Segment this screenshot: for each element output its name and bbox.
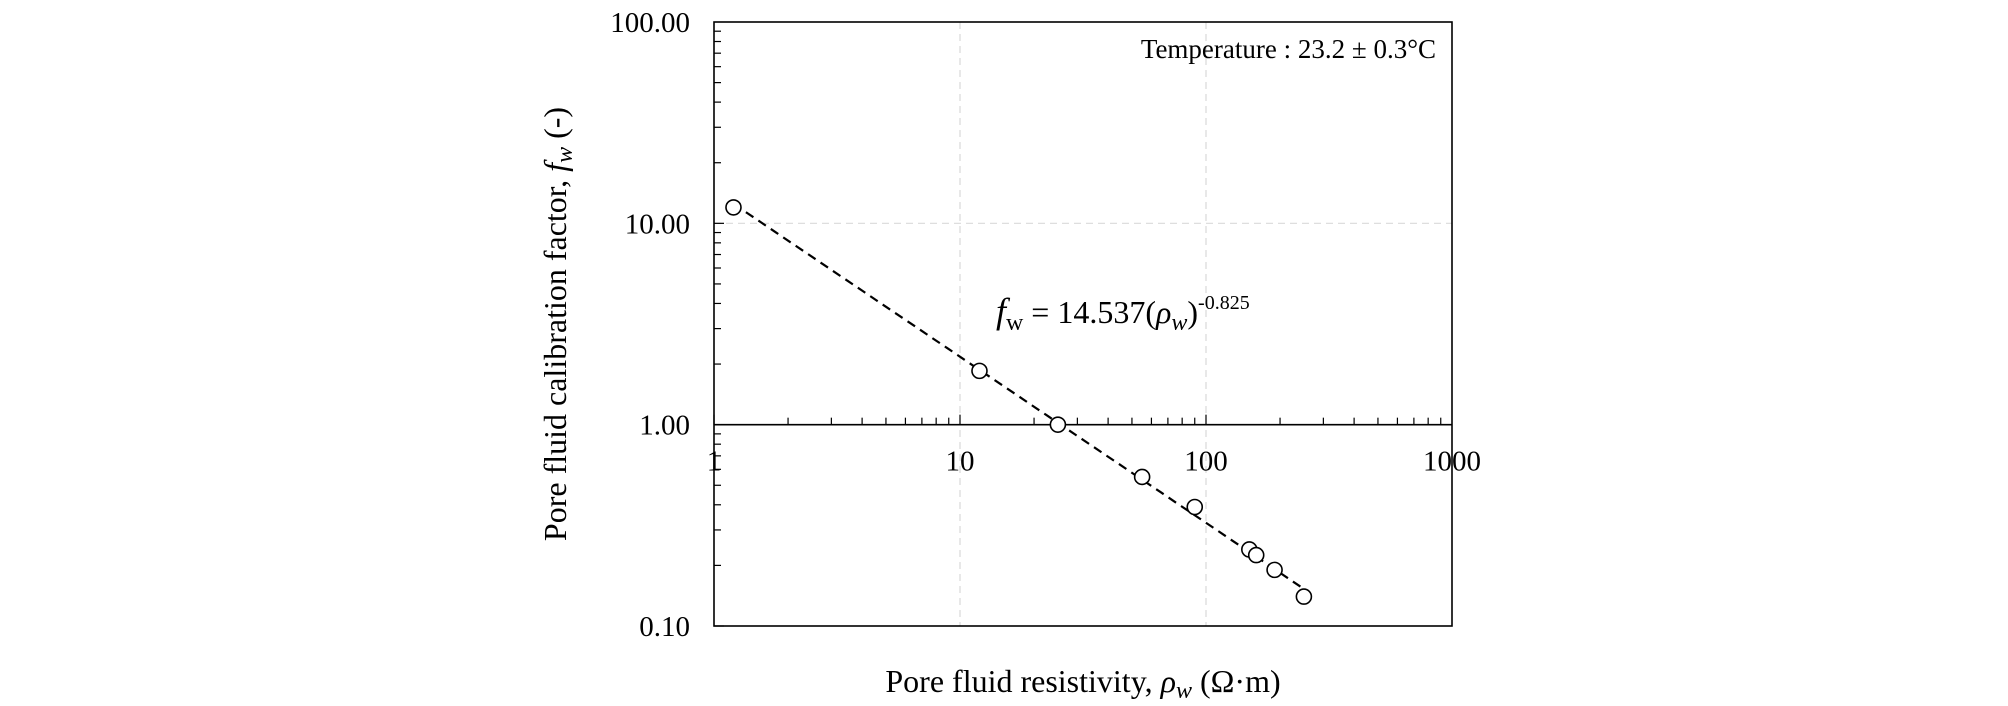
equation-rho-subscript: w	[1171, 310, 1187, 336]
y-tick-label: 100.00	[610, 7, 690, 39]
data-point	[1247, 546, 1265, 564]
y-axis-title-prefix: Pore fluid calibration factor,	[537, 172, 573, 541]
equation-lhs-subscript: w	[1006, 310, 1024, 336]
equation-rho-symbol: ρ	[1155, 294, 1171, 330]
y-axis-title: Pore fluid calibration factor, fw (-)	[537, 107, 578, 541]
x-tick-label: 1	[707, 446, 722, 478]
x-tick-label: 1000	[1423, 446, 1481, 478]
equation-exponent: -0.825	[1198, 292, 1250, 314]
equation-equals: = 14.537(	[1023, 294, 1156, 330]
data-point	[725, 199, 742, 216]
y-tick-label: 0.10	[639, 611, 690, 643]
fit-equation: fw = 14.537(ρw)-0.825	[996, 291, 1250, 336]
plot-frame	[713, 21, 1453, 627]
y-axis-title-units: (-)	[537, 107, 573, 147]
x-axis-title-units: (Ω·m)	[1192, 663, 1281, 699]
y-tick-label: 1.00	[639, 410, 690, 442]
data-point	[971, 362, 988, 380]
x-tick-labels: 1 10 100 1000	[707, 446, 1481, 478]
equation-close: )	[1187, 294, 1198, 330]
grid-lines	[714, 22, 1452, 626]
data-point	[1266, 561, 1283, 579]
x-axis-title-subscript: w	[1176, 678, 1192, 704]
fit-line	[732, 202, 1305, 590]
x-axis-title-prefix: Pore fluid resistivity,	[885, 663, 1160, 699]
x-axis-title: Pore fluid resistivity, ρw (Ω·m)	[885, 663, 1280, 704]
x-tick-label: 10	[946, 446, 975, 478]
data-point	[1186, 498, 1204, 516]
y-axis-title-subscript: w	[552, 147, 578, 163]
y-tick-labels: 0.10 1.00 10.00 100.00	[610, 7, 690, 643]
y-tick-label: 10.00	[625, 208, 690, 240]
data-point	[1133, 468, 1151, 486]
x-tick-label: 100	[1184, 446, 1228, 478]
data-points	[725, 199, 1313, 605]
data-point	[1049, 416, 1067, 433]
x-axis-title-symbol: ρ	[1160, 663, 1176, 699]
data-point	[1295, 588, 1313, 605]
temperature-annotation: Temperature : 23.2 ± 0.3°C	[1141, 34, 1436, 64]
